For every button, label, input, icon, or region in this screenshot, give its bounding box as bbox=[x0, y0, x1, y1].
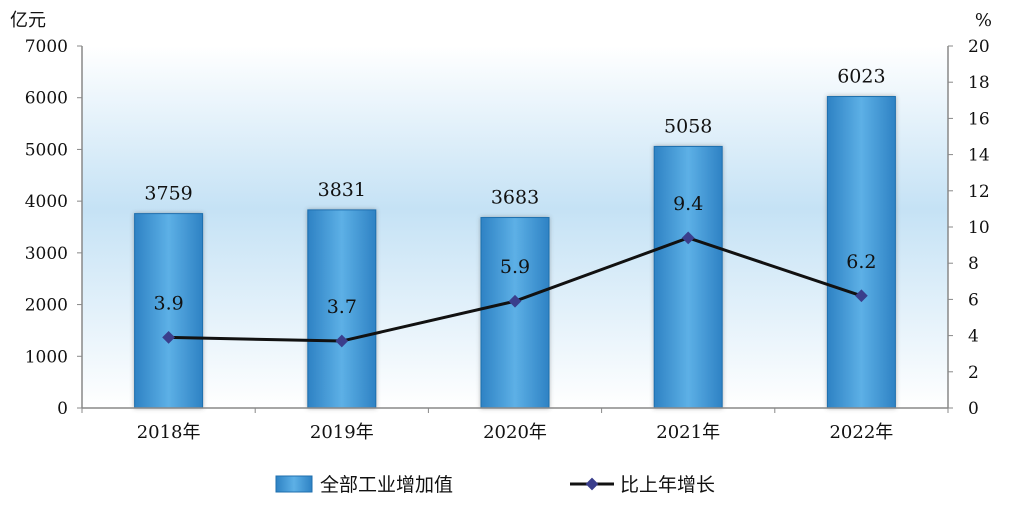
right-tick-label: 20 bbox=[968, 37, 990, 57]
right-tick-label: 12 bbox=[968, 182, 990, 202]
line-point bbox=[162, 331, 175, 344]
legend-bar-swatch bbox=[275, 475, 313, 493]
x-tick-label: 2020年 bbox=[483, 422, 547, 443]
bar-value-label: 3759 bbox=[144, 183, 192, 205]
line-value-label: 3.9 bbox=[153, 292, 183, 314]
right-axis-ticks: 0 2 4 6 8 10 12 14 16 18 20 bbox=[948, 37, 990, 419]
left-tick-label: 1000 bbox=[25, 347, 68, 367]
bar-value-label: 3831 bbox=[318, 179, 366, 201]
right-tick-label: 10 bbox=[968, 218, 990, 238]
left-tick-label: 0 bbox=[57, 399, 68, 419]
axes bbox=[81, 46, 949, 413]
bar bbox=[653, 145, 723, 409]
bar bbox=[480, 217, 550, 409]
bar bbox=[826, 96, 896, 409]
left-tick-label: 6000 bbox=[25, 89, 68, 109]
bar-series: 3759 3831 3683 5058 6023 bbox=[134, 66, 896, 409]
growth-line-series: 3.9 3.7 5.9 9.4 6.2 bbox=[153, 193, 877, 348]
left-tick-label: 2000 bbox=[25, 296, 68, 316]
right-tick-label: 18 bbox=[968, 73, 990, 93]
left-tick-label: 3000 bbox=[25, 244, 68, 264]
x-tick-label: 2018年 bbox=[137, 422, 201, 443]
x-tick-label: 2019年 bbox=[310, 422, 374, 443]
left-tick-label: 7000 bbox=[25, 37, 68, 57]
right-tick-label: 16 bbox=[968, 109, 990, 129]
right-tick-label: 8 bbox=[968, 254, 979, 274]
left-tick-label: 4000 bbox=[25, 192, 68, 212]
line-point bbox=[335, 334, 349, 348]
left-axis-ticks: 0 1000 2000 3000 4000 5000 6000 7000 bbox=[25, 37, 82, 419]
left-axis-unit: 亿元 bbox=[10, 10, 46, 31]
bar-value-label: 3683 bbox=[491, 187, 539, 209]
right-tick-label: 0 bbox=[968, 399, 979, 419]
legend-line-label: 比上年增长 bbox=[620, 474, 715, 496]
line-value-label: 6.2 bbox=[846, 251, 876, 273]
right-tick-label: 6 bbox=[968, 290, 979, 310]
x-tick-label: 2022年 bbox=[829, 422, 893, 443]
left-tick-label: 5000 bbox=[25, 140, 68, 160]
right-tick-label: 14 bbox=[968, 146, 990, 166]
line-value-label: 3.7 bbox=[327, 296, 357, 318]
right-tick-label: 2 bbox=[968, 363, 979, 383]
legend-item-bar: 全部工业增加值 bbox=[275, 474, 453, 496]
line-value-label: 9.4 bbox=[673, 193, 703, 215]
legend: 全部工业增加值 比上年增长 bbox=[275, 474, 715, 496]
right-axis-unit: % bbox=[975, 10, 992, 31]
bar-value-label: 6023 bbox=[837, 66, 885, 88]
legend-item-line: 比上年增长 bbox=[570, 474, 715, 496]
bar bbox=[307, 209, 377, 409]
legend-bar-label: 全部工业增加值 bbox=[320, 474, 453, 496]
line-value-label: 5.9 bbox=[500, 256, 530, 278]
x-axis-labels: 2018年 2019年 2020年 2021年 2022年 bbox=[137, 422, 894, 443]
right-tick-label: 4 bbox=[968, 327, 979, 347]
x-tick-label: 2021年 bbox=[656, 422, 720, 443]
legend-line-marker bbox=[585, 477, 599, 491]
bar-value-label: 5058 bbox=[664, 115, 712, 137]
